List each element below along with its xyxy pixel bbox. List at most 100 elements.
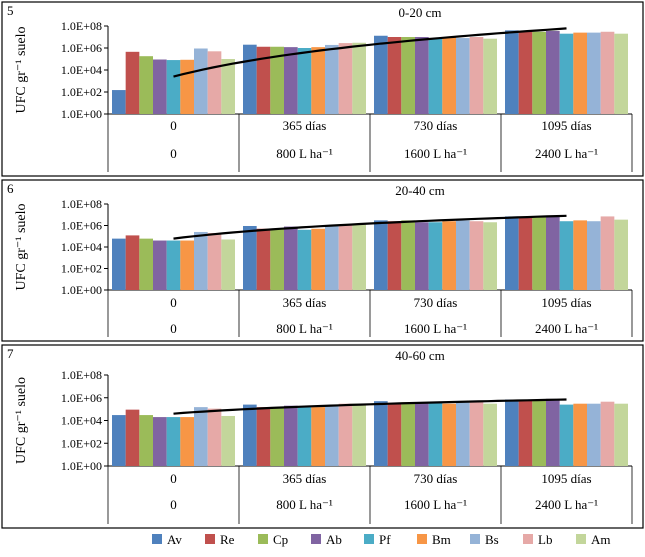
category-label: 365 días (283, 295, 327, 310)
bar-re (125, 235, 140, 290)
bar-cp (401, 37, 415, 114)
y-tick-label: 1.0E+02 (61, 85, 102, 99)
y-tick-label: 1.0E+02 (61, 436, 102, 450)
category-label: 1095 días (541, 471, 591, 486)
bar-bs (456, 220, 470, 290)
category-label: 730 días (414, 118, 458, 133)
category-label-dose: 1600 L ha⁻¹ (404, 321, 467, 336)
bar-bs (325, 225, 339, 290)
legend-item: Am (576, 532, 611, 547)
legend-label: Am (591, 532, 611, 547)
panel-number: 7 (7, 346, 14, 361)
category-label: 1095 días (541, 118, 591, 133)
bar-av (505, 216, 519, 290)
y-tick-label: 1.0E+06 (61, 41, 102, 55)
bar-bs (587, 221, 601, 290)
bar-re (256, 407, 271, 466)
bar-am (352, 403, 366, 466)
bar-lb (469, 401, 484, 466)
category-label-dose: 2400 L ha⁻¹ (535, 146, 598, 161)
bar-pf (428, 402, 443, 466)
legend-item: Pf (364, 532, 391, 547)
panel-frame (1, 344, 644, 529)
y-axis-label: UFC gr⁻¹ suelo (14, 26, 29, 113)
bar-bs (587, 403, 601, 466)
bar-ab (153, 59, 167, 114)
panels: 5 0-20 cm UFC gr⁻¹ suelo 1.0E+00 1.0E+02 1.0E… (1, 1, 644, 529)
bar-av (505, 399, 519, 466)
bar-lb (338, 403, 353, 466)
category-label-dose: 1600 L ha⁻¹ (404, 497, 467, 512)
bar-am (614, 403, 628, 466)
bar-bm (180, 240, 194, 290)
bar-lb (600, 401, 615, 466)
y-tick-label: 1.0E+04 (61, 63, 102, 77)
bar-av (112, 238, 126, 290)
category-label-dose: 800 L ha⁻¹ (276, 146, 333, 161)
y-tick-label: 1.0E+02 (61, 262, 102, 276)
y-axis-label: UFC gr⁻¹ suelo (14, 377, 29, 464)
category-label: 730 días (414, 295, 458, 310)
category-label-dose: 0 (170, 146, 177, 161)
bar-re (387, 37, 402, 114)
bar-re (518, 217, 533, 290)
bar-av (243, 44, 257, 114)
y-tick-label: 1.0E+06 (61, 219, 102, 233)
trendline (173, 398, 567, 415)
bar-cp (401, 220, 415, 290)
legend-item: Bm (417, 532, 451, 547)
legend-swatch-ab (311, 534, 321, 544)
legend-swatch-re (205, 534, 215, 544)
category-label-dose: 800 L ha⁻¹ (276, 497, 333, 512)
bar-am (614, 219, 628, 290)
bar-bs (587, 32, 601, 114)
y-tick-label: 1.0E+06 (61, 391, 102, 405)
chart-panel: 5 0-20 cm UFC gr⁻¹ suelo 1.0E+00 1.0E+02 1.0E… (1, 1, 644, 177)
bar-pf (166, 417, 181, 466)
legend-item: Bs (470, 532, 499, 547)
bar-am (483, 38, 497, 115)
bar-am (352, 224, 366, 290)
bar-ab (153, 417, 167, 466)
bar-lb (207, 408, 222, 466)
chart-panel: 7 40-60 cm UFC gr⁻¹ suelo 1.0E+00 1.0E+02 1.0… (1, 344, 644, 529)
legend-label: Bm (432, 532, 451, 547)
bar-re (256, 46, 271, 114)
legend-swatch-bm (417, 534, 427, 544)
legend-item: Cp (258, 532, 288, 547)
bar-bs (194, 407, 208, 466)
y-tick-label: 1.0E+04 (61, 414, 102, 428)
category-label: 0 (170, 471, 177, 486)
legend-swatch-av (152, 534, 162, 544)
bar-cp (270, 407, 284, 466)
bar-lb (600, 216, 615, 290)
category-label: 1095 días (541, 295, 591, 310)
category-label-dose: 0 (170, 321, 177, 336)
bar-am (221, 239, 235, 290)
panel-frame (1, 1, 644, 177)
legend-swatch-lb (523, 534, 533, 544)
bar-av (243, 404, 257, 466)
bar-pf (559, 221, 574, 290)
bar-am (221, 59, 235, 114)
y-tick-label: 1.0E+00 (61, 107, 102, 121)
legend-label: Cp (273, 532, 288, 547)
bar-av (112, 415, 126, 466)
bar-lb (207, 233, 222, 290)
bar-cp (139, 415, 153, 466)
bar-lb (600, 31, 615, 115)
bar-pf (297, 48, 312, 114)
bar-bm (442, 403, 456, 466)
bar-cp (270, 46, 284, 114)
bar-ab (415, 402, 429, 466)
chart-title: 0-20 cm (399, 5, 442, 20)
bar-ab (415, 37, 429, 114)
bar-lb (469, 221, 484, 290)
bar-am (614, 33, 628, 114)
bar-bm (180, 417, 194, 466)
legend-label: Lb (538, 532, 552, 547)
category-label: 0 (170, 118, 177, 133)
bar-pf (166, 240, 181, 290)
bar-ab (546, 398, 560, 466)
bar-bs (456, 402, 470, 466)
